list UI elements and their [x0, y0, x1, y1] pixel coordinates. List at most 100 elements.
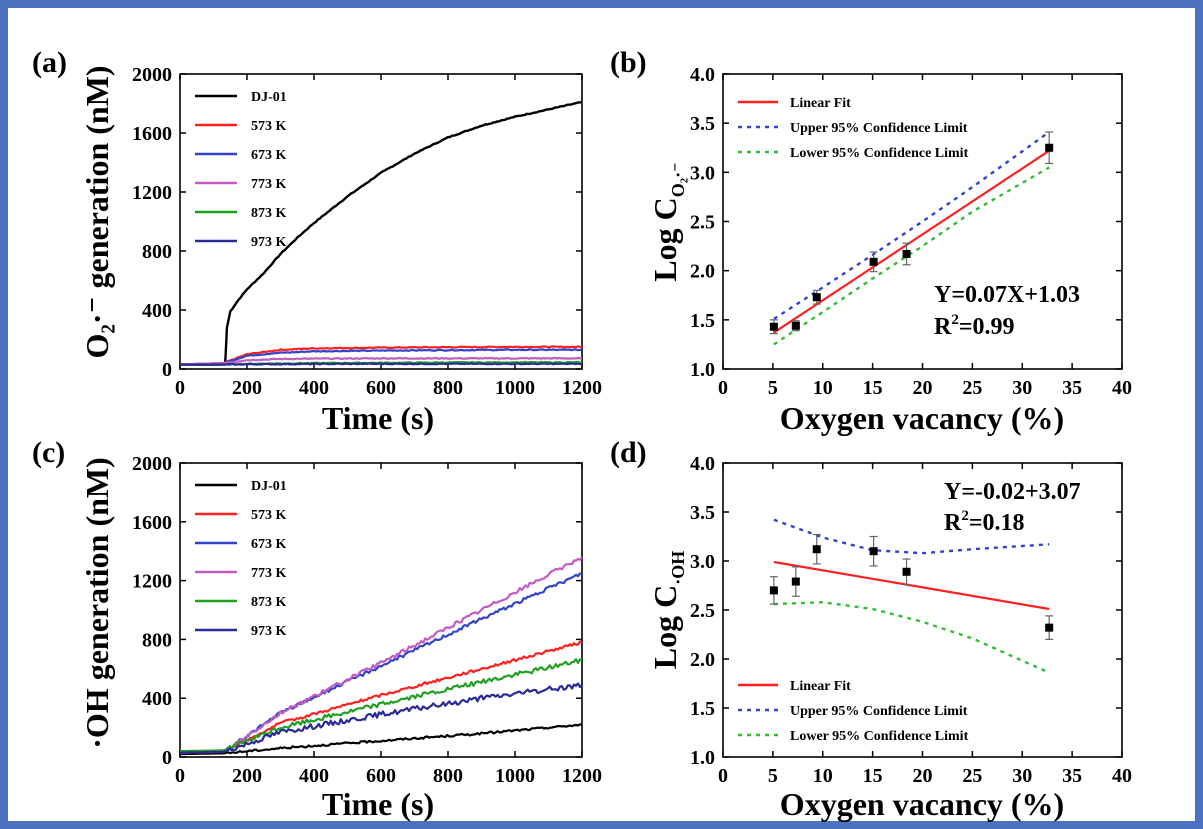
y-tick-label-a: 2000 — [132, 64, 172, 86]
y-tick-label-d: 2.5 — [690, 600, 715, 622]
legend-label-a: 673 K — [251, 148, 287, 163]
panel-label-b: (b) — [610, 46, 647, 79]
legend-label-d: Lower 95% Confidence Limit — [790, 729, 969, 744]
plot-frame-b — [722, 73, 1123, 370]
xlabel-d: Oxygen vacancy (%) — [780, 786, 1064, 822]
legend-label-d: Linear Fit — [790, 679, 851, 694]
y-tick-label-c: 1200 — [132, 571, 172, 593]
x-tick-label-a: 1000 — [495, 377, 535, 399]
x-tick-label-a: 600 — [366, 377, 396, 399]
x-tick-label-a: 0 — [175, 377, 185, 399]
y-tick-label-a: 0 — [162, 359, 172, 381]
y-tick-label-d: 4.0 — [690, 453, 715, 475]
y-tick-label-c: 0 — [162, 747, 172, 769]
x-tick-label-b: 5 — [768, 377, 778, 399]
x-tick-label-d: 25 — [962, 765, 982, 787]
series-line-c — [180, 640, 583, 754]
y-tick-label-d: 1.5 — [690, 698, 715, 720]
x-tick-label-c: 0 — [175, 765, 185, 787]
ylabel-b: Log C — [647, 197, 683, 281]
legend-label-a: 773 K — [251, 177, 287, 192]
data-point-d — [812, 545, 821, 554]
series-line-a — [179, 345, 583, 366]
upper-ci-line-d — [773, 518, 1050, 555]
series-line-a — [179, 348, 583, 366]
r2-label-b: R — [934, 314, 952, 340]
series-line-c — [179, 723, 583, 756]
svg-text:R2=0.18: R2=0.18 — [944, 508, 1025, 536]
data-point-d — [1045, 623, 1054, 632]
x-tick-label-c: 800 — [433, 765, 463, 787]
data-point-b — [812, 293, 821, 302]
x-tick-label-c: 600 — [366, 765, 396, 787]
y-tick-label-d: 3.5 — [690, 502, 715, 524]
series-line-a — [179, 356, 583, 366]
svg-text:R2=0.99: R2=0.99 — [934, 312, 1015, 340]
ylabel-c: ·OH generation (nM) — [79, 457, 115, 749]
y-tick-label-d: 1.0 — [690, 747, 715, 769]
xlabel-a: Time (s) — [322, 400, 434, 436]
legend-label-c: 573 K — [251, 508, 287, 523]
data-point-d — [869, 547, 878, 556]
y-tick-label-a: 1600 — [132, 123, 172, 145]
ylabel-b-subscript: O₂·⁻ — [668, 162, 688, 197]
lower-ci-line-d — [773, 600, 1050, 674]
series-line-c — [180, 556, 583, 754]
y-tick-label-c: 800 — [142, 629, 172, 651]
x-tick-label-b: 25 — [962, 377, 982, 399]
x-tick-label-d: 5 — [768, 765, 778, 787]
y-tick-label-b: 2.5 — [690, 212, 715, 234]
legend-label-c: 873 K — [251, 595, 287, 610]
legend-label-c: 973 K — [251, 624, 287, 639]
r2-value-b: =0.99 — [959, 314, 1015, 340]
x-tick-label-d: 35 — [1062, 765, 1082, 787]
svg-text:Log C·OH: Log C·OH — [647, 551, 688, 669]
plot-frame-a — [179, 73, 583, 370]
x-tick-label-c: 1200 — [562, 765, 602, 787]
r2-sup-b: 2 — [951, 312, 959, 328]
legend-label-a: 573 K — [251, 119, 287, 134]
series-line-c — [180, 682, 583, 754]
ylabel-a: O₂·⁻ generation (nM) — [79, 65, 115, 358]
y-tick-label-c: 1600 — [132, 512, 172, 534]
x-tick-label-a: 1200 — [562, 377, 602, 399]
y-tick-label-b: 3.0 — [690, 162, 715, 184]
upper-ci-line-b — [773, 131, 1050, 320]
y-tick-label-d: 3.0 — [690, 551, 715, 573]
r2-sup-d: 2 — [961, 508, 969, 524]
legend-label-a: DJ-01 — [251, 90, 287, 105]
legend-label-a: 873 K — [251, 206, 287, 221]
x-tick-label-c: 400 — [299, 765, 329, 787]
y-tick-label-a: 800 — [142, 241, 172, 263]
x-tick-label-d: 20 — [913, 765, 933, 787]
x-tick-label-b: 30 — [1012, 377, 1032, 399]
y-tick-label-b: 4.0 — [690, 64, 715, 86]
x-tick-label-a: 400 — [299, 377, 329, 399]
x-tick-label-d: 30 — [1012, 765, 1032, 787]
y-tick-label-a: 400 — [142, 300, 172, 322]
xlabel-c: Time (s) — [322, 786, 434, 822]
legend-label-b: Linear Fit — [790, 96, 851, 111]
legend-label-c: 773 K — [251, 566, 287, 581]
legend-label-c: 673 K — [251, 537, 287, 552]
x-tick-label-d: 0 — [718, 765, 728, 787]
r2-value-d: =0.18 — [969, 510, 1025, 536]
data-point-b — [902, 249, 911, 258]
x-tick-label-a: 200 — [232, 377, 262, 399]
data-point-b — [1045, 143, 1054, 152]
x-tick-label-c: 200 — [232, 765, 262, 787]
y-tick-label-a: 1200 — [132, 182, 172, 204]
x-tick-label-d: 15 — [863, 765, 883, 787]
data-point-d — [902, 567, 911, 576]
y-tick-label-d: 2.0 — [690, 649, 715, 671]
x-tick-label-c: 1000 — [495, 765, 535, 787]
series-line-c — [180, 658, 583, 753]
panel-label-a: (a) — [32, 46, 67, 79]
x-tick-label-b: 35 — [1062, 377, 1082, 399]
x-tick-label-b: 0 — [718, 377, 728, 399]
data-point-b — [769, 322, 778, 331]
x-tick-label-b: 10 — [813, 377, 833, 399]
y-tick-label-b: 1.0 — [690, 359, 715, 381]
svg-text:Log CO₂·⁻: Log CO₂·⁻ — [647, 162, 688, 281]
